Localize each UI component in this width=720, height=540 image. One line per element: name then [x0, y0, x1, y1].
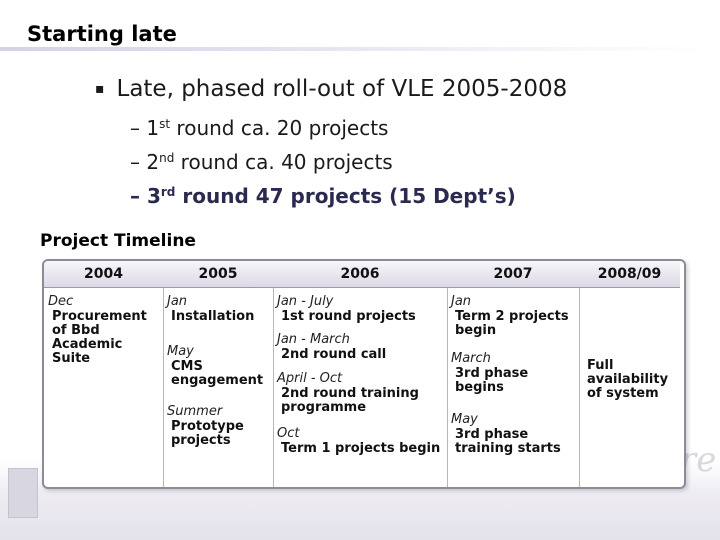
event-description: 1st round projects [281, 309, 416, 324]
event-time: Oct [277, 426, 300, 441]
main-bullet: ▪ Late, phased roll-out of VLE 2005-2008 [95, 76, 567, 102]
title-divider [0, 47, 720, 51]
event-time: March [451, 351, 491, 366]
ordinal-suffix: st [159, 117, 171, 131]
event-description: 2nd round call [281, 347, 387, 362]
event-time: Jan [451, 294, 472, 309]
event-time: Jan - March [277, 332, 350, 347]
timeline-event: Dec Procurement of Bbd Academic Suite [44, 294, 163, 366]
timeline-event: April - Oct 2nd round training programme [273, 371, 447, 415]
round-number: 2 [146, 150, 160, 174]
timeline-event: Jan - March 2nd round call [273, 332, 447, 362]
project-timeline-table: 2004 Dec Procurement of Bbd Academic Sui… [42, 259, 686, 489]
timeline-event: May 3rd phase training starts [447, 412, 579, 456]
ordinal-suffix: nd [159, 151, 175, 165]
timeline-column-2006: 2006 Jan - July 1st round projects Jan -… [273, 261, 448, 487]
timeline-column-2008-09: 2008/09 Full availability of system [579, 261, 680, 487]
event-time: Dec [48, 294, 74, 309]
sub-bullet-text: round ca. 20 projects [170, 116, 389, 140]
year-header: 2008/09 [579, 261, 680, 288]
event-description: Installation [171, 309, 255, 324]
timeline-event: May CMS engagement [163, 344, 273, 388]
main-bullet-text: Late, phased roll-out of VLE 2005-2008 [116, 76, 568, 102]
event-description: CMS engagement [171, 359, 264, 388]
sub-bullet-1: – 1st round ca. 20 projects [130, 116, 388, 140]
ordinal-suffix: rd [160, 185, 176, 199]
round-number: 3 [146, 184, 161, 208]
timeline-event: Summer Prototype projects [163, 404, 273, 448]
sub-bullet-dash: – [130, 184, 140, 208]
event-time: May [451, 412, 478, 427]
year-header: 2007 [447, 261, 579, 288]
round-number: 1 [146, 116, 160, 140]
event-time: Summer [167, 404, 223, 419]
timeline-event: March 3rd phase begins [447, 351, 579, 395]
sub-bullet-text: round 47 projects (15 Dept’s) [175, 184, 516, 208]
timeline-title: Project Timeline [40, 231, 196, 251]
square-bullet-icon: ▪ [95, 81, 105, 97]
year-header: 2005 [163, 261, 273, 288]
event-description: 2nd round training programme [281, 386, 419, 415]
timeline-column-2005: 2005 Jan Installation May CMS engagement… [163, 261, 274, 487]
sub-bullet-2: – 2nd round ca. 40 projects [130, 150, 393, 174]
year-header: 2006 [273, 261, 447, 288]
sub-bullet-text: round ca. 40 projects [174, 150, 393, 174]
event-description: Full availability of system [587, 358, 669, 401]
event-description: 3rd phase training starts [455, 427, 561, 456]
event-description: Term 1 projects begin [281, 441, 441, 456]
year-header: 2004 [44, 261, 163, 288]
timeline-column-2004: 2004 Dec Procurement of Bbd Academic Sui… [44, 261, 164, 487]
sub-bullet-dash: – [130, 116, 140, 140]
event-time: Jan - July [277, 294, 334, 309]
event-time: April - Oct [277, 371, 343, 386]
timeline-event: Jan - July 1st round projects [273, 294, 447, 324]
background-logo-mark: re [680, 440, 717, 480]
timeline-event: Jan Term 2 projects begin [447, 294, 579, 338]
event-description: Prototype projects [171, 419, 244, 448]
sub-bullet-dash: – [130, 150, 140, 174]
background-logo-box [8, 468, 38, 518]
timeline-event: Oct Term 1 projects begin [273, 426, 447, 456]
timeline-event: Jan Installation [163, 294, 273, 324]
event-description: Procurement of Bbd Academic Suite [52, 309, 147, 366]
event-description: 3rd phase begins [455, 366, 529, 395]
slide-title: Starting late [27, 22, 177, 46]
timeline-column-2007: 2007 Jan Term 2 projects begin March 3rd… [447, 261, 580, 487]
sub-bullet-3: – 3rd round 47 projects (15 Dept’s) [130, 184, 516, 208]
event-description: Term 2 projects begin [455, 309, 569, 338]
event-time: Jan [167, 294, 188, 309]
timeline-event: Full availability of system [579, 358, 680, 401]
event-time: May [167, 344, 194, 359]
